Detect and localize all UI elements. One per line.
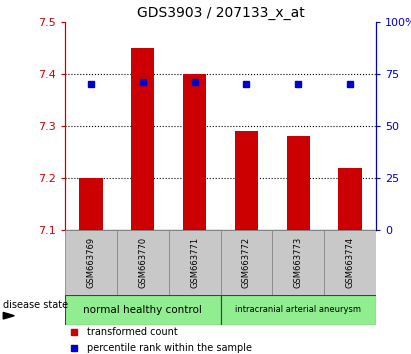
Bar [131,48,155,230]
Text: intracranial arterial aneurysm: intracranial arterial aneurysm [235,306,361,314]
Text: GSM663769: GSM663769 [86,237,95,288]
Text: percentile rank within the sample: percentile rank within the sample [87,343,252,353]
Title: GDS3903 / 207133_x_at: GDS3903 / 207133_x_at [136,6,305,19]
Text: GSM663770: GSM663770 [138,237,147,288]
Polygon shape [3,312,14,319]
FancyBboxPatch shape [65,295,220,325]
FancyBboxPatch shape [117,230,169,295]
Bar [286,136,310,230]
Bar [338,167,362,230]
Bar [79,178,103,230]
Text: GSM663774: GSM663774 [346,237,355,288]
FancyBboxPatch shape [324,230,376,295]
Text: GSM663771: GSM663771 [190,237,199,288]
FancyBboxPatch shape [272,230,324,295]
FancyBboxPatch shape [220,230,272,295]
Text: disease state: disease state [3,301,68,310]
Bar [183,74,206,230]
Text: normal healthy control: normal healthy control [83,305,202,315]
FancyBboxPatch shape [220,295,376,325]
Bar [235,131,258,230]
FancyBboxPatch shape [65,230,117,295]
Text: GSM663772: GSM663772 [242,237,251,288]
Text: GSM663773: GSM663773 [294,237,303,288]
Text: transformed count: transformed count [87,327,178,337]
FancyBboxPatch shape [169,230,220,295]
